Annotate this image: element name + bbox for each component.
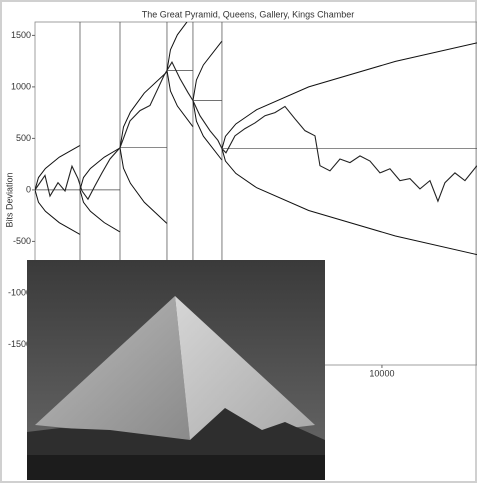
envelope-upper: [79, 147, 121, 191]
y-tick-label: 0: [26, 184, 31, 194]
y-tick-label: -1500: [8, 339, 31, 349]
pyramid-face-left: [35, 296, 190, 440]
envelope-lower: [79, 189, 121, 233]
envelope-lower: [119, 147, 168, 224]
y-tick-label: 1500: [11, 30, 31, 40]
envelope-lower: [35, 189, 81, 235]
series-line: [35, 61, 477, 203]
y-tick-label: 1000: [11, 81, 31, 91]
y-tick-label: -1000: [8, 287, 31, 297]
y-tick-label: 500: [16, 133, 31, 143]
chart-title: The Great Pyramid, Queens, Gallery, King…: [142, 9, 354, 19]
pyramid-face-right: [175, 296, 315, 440]
envelope-upper: [119, 71, 168, 148]
envelope-lower: [192, 100, 223, 161]
envelope-upper: [192, 40, 223, 101]
y-tick-label: -500: [13, 236, 31, 246]
y-axis-label: Bits Deviation: [4, 172, 14, 227]
pyramid-photo: [27, 260, 325, 480]
photo-ground: [27, 455, 325, 480]
envelope-upper: [221, 42, 477, 149]
envelope-upper: [166, 22, 188, 71]
envelope-lower: [166, 70, 194, 128]
envelope-lower: [221, 148, 477, 256]
x-tick-label: 10000: [369, 368, 394, 378]
envelope-upper: [35, 144, 81, 191]
